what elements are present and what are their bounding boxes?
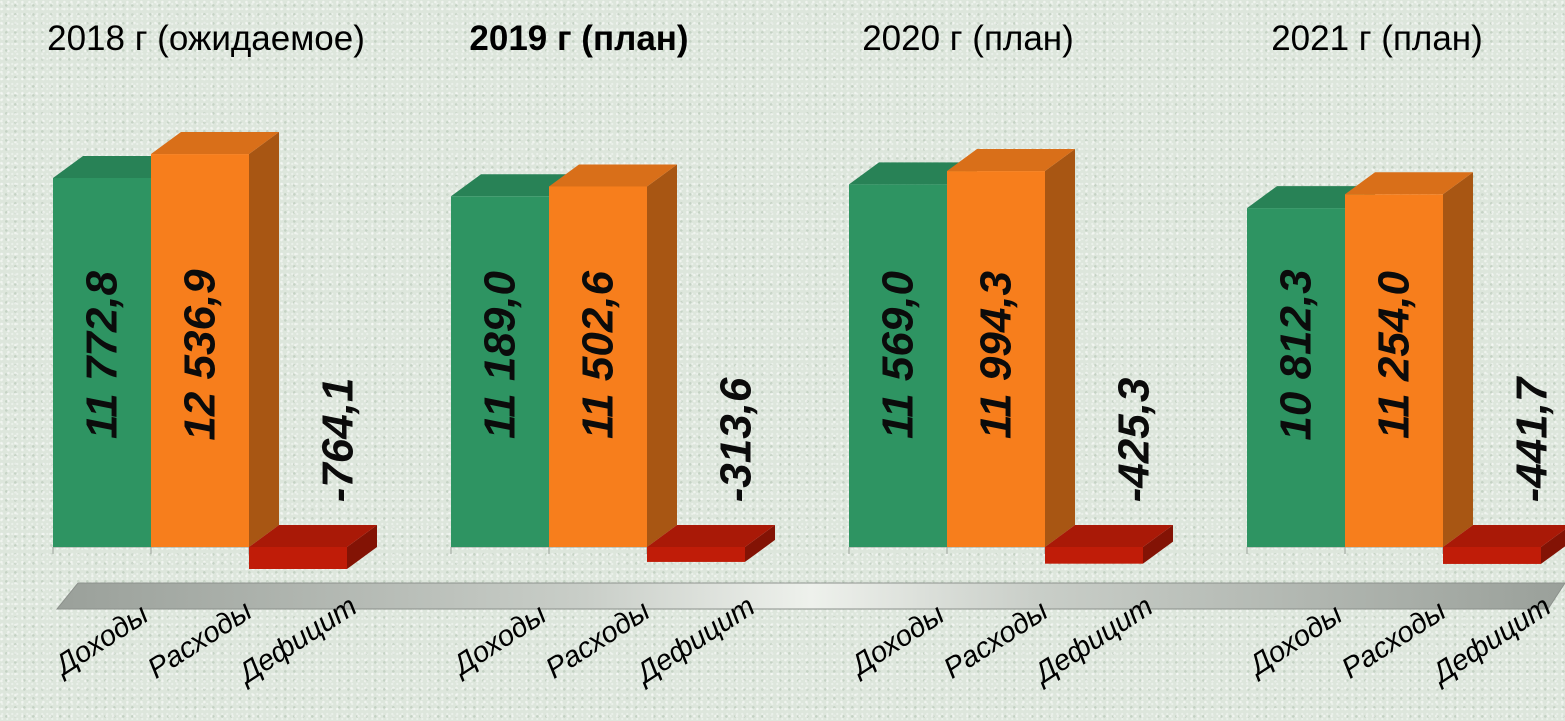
bar-front: [451, 196, 549, 548]
bar-front: [647, 547, 745, 562]
bar-Расходы: [151, 132, 279, 547]
category-label: Доходы: [445, 598, 552, 683]
bar-top: [947, 149, 1075, 172]
bar-front: [1345, 194, 1443, 547]
year-title: 2020 г (план): [862, 19, 1074, 58]
bar-front: [1045, 547, 1143, 564]
value-label: -764,1: [314, 378, 363, 503]
bar-front: [549, 186, 647, 547]
category-label: Доходы: [843, 598, 950, 683]
bar-side: [745, 525, 775, 562]
bar-front: [151, 154, 249, 547]
value-label: 11 254,0: [1370, 270, 1419, 439]
chart-floor: [55, 582, 1565, 610]
bar-top: [849, 162, 977, 185]
bar-side: [1143, 525, 1173, 564]
value-label: 11 189,0: [476, 270, 525, 439]
bar-top: [451, 174, 579, 197]
value-label: -441,7: [1508, 375, 1557, 502]
value-label: 11 569,0: [874, 270, 923, 439]
bar-Расходы: [549, 164, 677, 547]
bar-Расходы: [1345, 172, 1473, 547]
bar-front: [249, 547, 347, 569]
bar-top: [1045, 525, 1173, 547]
value-label: -313,6: [712, 377, 761, 502]
bar-side: [1541, 529, 1565, 564]
bar-side: [1045, 149, 1075, 547]
bar-side: [249, 132, 279, 547]
bar-side: [347, 525, 377, 569]
bar-Дефицит: [1045, 525, 1173, 564]
bar-top: [549, 164, 677, 187]
bar-top: [1345, 172, 1473, 195]
bar-front: [849, 184, 947, 547]
year-title: 2018 г (ожидаемое): [47, 19, 365, 58]
value-label: 11 502,6: [574, 270, 623, 439]
bar-front: [947, 171, 1045, 547]
category-label: Доходы: [47, 598, 154, 683]
bar-front: [1443, 547, 1541, 564]
year-title: 2019 г (план): [469, 19, 688, 58]
bar-top: [1443, 525, 1565, 547]
value-label: 10 812,3: [1272, 269, 1321, 440]
bar-Расходы: [947, 149, 1075, 547]
bar-top: [151, 132, 279, 155]
category-label: Доходы: [1241, 598, 1348, 683]
bar-top: [249, 525, 377, 547]
bar-side: [647, 164, 677, 547]
bar-side: [1443, 172, 1473, 547]
value-label: 11 772,8: [78, 270, 127, 439]
bar-top: [647, 525, 775, 547]
value-label: -425,3: [1110, 378, 1159, 503]
bar-Дефицит: [1443, 525, 1565, 564]
bar-top: [1247, 186, 1375, 209]
bar-Дефицит: [647, 525, 775, 562]
bar-front: [53, 178, 151, 547]
bar-top: [53, 156, 181, 178]
value-label: 12 536,9: [176, 269, 225, 441]
year-title: 2021 г (план): [1271, 19, 1483, 58]
bar-Дефицит: [249, 525, 377, 569]
bar-front: [1247, 208, 1345, 547]
value-label: 11 994,3: [972, 271, 1021, 439]
